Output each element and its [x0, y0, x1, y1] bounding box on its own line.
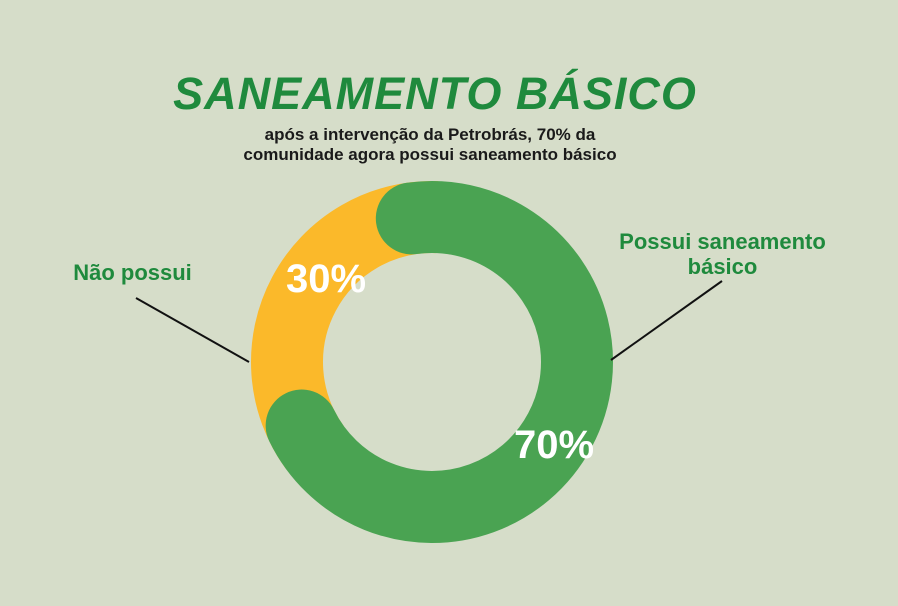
callout-right-line-1: Possui saneamento — [619, 229, 826, 254]
callout-line-left — [135, 297, 250, 363]
callout-line-right — [610, 280, 723, 361]
subtitle-line-1: após a intervenção da Petrobrás, 70% da — [264, 125, 596, 144]
callout-right-line-2: básico — [687, 254, 758, 279]
label-30-percent: 30% — [286, 257, 366, 301]
callout-possui-saneamento: Possui saneamento básico — [575, 229, 870, 279]
chart-title: SANEAMENTO BÁSICO — [173, 68, 697, 119]
label-70-percent: 70% — [514, 423, 594, 467]
callout-nao-possui: Não possui — [73, 260, 192, 285]
slice-possui-saneamento — [265, 181, 613, 543]
subtitle-line-2: comunidade agora possui saneamento básic… — [243, 145, 617, 164]
chart-subtitle: após a intervenção da Petrobrás, 70% da … — [0, 125, 860, 165]
